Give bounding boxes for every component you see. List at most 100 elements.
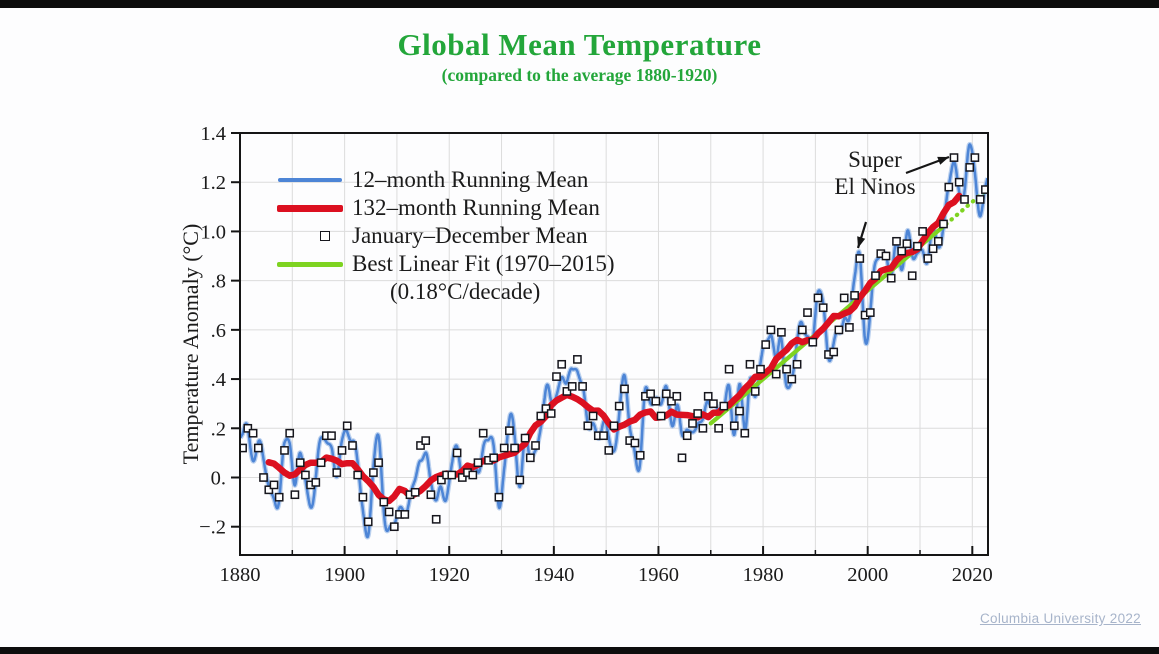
annual-mean-square: [703, 391, 713, 401]
x-tick-label: 2020: [952, 564, 993, 586]
annual-mean-square: [850, 291, 859, 300]
annual-mean-square: [871, 271, 880, 281]
annual-mean-square: [557, 359, 567, 369]
annual-mean-square: [939, 219, 948, 229]
annual-mean-square: [771, 369, 781, 379]
annual-mean-square: [714, 423, 723, 433]
annual-mean-square: [562, 387, 572, 396]
annual-mean-square: [515, 475, 525, 485]
annual-mean-square: [688, 419, 697, 428]
annual-mean-square: [452, 448, 462, 458]
annual-mean-square: [651, 396, 661, 406]
chart-legend: 12–month Running Mean 132–month Running …: [276, 166, 615, 306]
annual-mean-square: [583, 421, 593, 431]
annual-mean-square: [311, 478, 321, 487]
x-tick-label: 1940: [533, 564, 574, 586]
annual-mean-square: [473, 458, 483, 468]
annual-mean-square: [531, 441, 540, 450]
y-tick-label: .8: [211, 271, 226, 293]
annual-mean-square: [792, 359, 802, 369]
annual-mean-square: [672, 391, 682, 401]
annual-mean-square: [677, 453, 687, 463]
green-line-swatch-icon: [277, 261, 343, 267]
annual-mean-square: [855, 254, 865, 263]
x-tick-label: 1880: [220, 564, 261, 586]
annual-mean-square: [766, 325, 776, 335]
y-tick-label: 1.4: [200, 123, 226, 145]
y-tick-label: .6: [211, 320, 226, 342]
red-line-swatch-icon: [277, 204, 343, 212]
annual-mean-square: [280, 446, 289, 455]
legend-row-slope-note: (0.18°C/decade): [276, 278, 615, 306]
annual-mean-square: [839, 293, 849, 303]
annual-mean-square: [426, 490, 436, 500]
annual-mean-square: [787, 374, 797, 384]
y-axis-title: Temperature Anomaly (°C): [178, 223, 203, 465]
legend-row-linear-fit: Best Linear Fit (1970–2015): [276, 250, 615, 278]
plot-border: [239, 132, 989, 556]
annual-mean-square: [285, 428, 295, 438]
annual-mean-square: [886, 273, 896, 283]
annual-mean-square: [750, 387, 760, 396]
legend-swatch-col: [276, 231, 352, 241]
annual-mean-square: [944, 182, 954, 192]
annual-mean-square: [410, 487, 420, 497]
annual-mean-square: [400, 510, 410, 519]
annual-mean-square: [316, 458, 326, 468]
annual-mean-square: [661, 389, 671, 399]
annual-mean-square: [881, 251, 891, 261]
annual-mean-square: [525, 453, 535, 463]
annual-mean-square: [259, 473, 268, 482]
legend-label: 132–month Running Mean: [352, 195, 600, 220]
annual-mean-square: [614, 401, 624, 411]
annual-mean-square: [818, 303, 828, 313]
annual-mean-squares-group: [240, 153, 988, 532]
annual-mean-square: [520, 433, 530, 443]
annual-mean-square: [646, 389, 655, 399]
legend-label: 12–month Running Mean: [352, 167, 589, 192]
annual-mean-square: [240, 443, 247, 453]
y-tick-label: −.2: [199, 517, 226, 539]
legend-row-annual-mean: January–December Mean: [276, 222, 615, 250]
annual-mean-square: [970, 153, 980, 162]
annual-mean-square: [588, 411, 598, 421]
blue-line-swatch-icon: [278, 178, 342, 182]
annual-mean-square: [573, 355, 582, 364]
annual-mean-square: [740, 428, 750, 438]
annual-mean-square: [274, 492, 284, 502]
annual-mean-square: [332, 468, 342, 477]
annual-mean-square: [374, 458, 383, 468]
annual-mean-square: [954, 177, 964, 187]
annual-mean-square: [604, 446, 614, 455]
annual-mean-square: [457, 473, 467, 482]
annual-mean-square: [489, 453, 499, 463]
bottom-letterbox-bar: [0, 647, 1159, 654]
annual-mean-square: [965, 163, 975, 172]
page-title: Global Mean Temperature: [397, 27, 762, 62]
annual-mean-square: [975, 195, 985, 204]
x-tick-label: 2000: [847, 564, 888, 586]
annual-mean-square: [478, 428, 488, 438]
annual-mean-square: [431, 514, 441, 524]
open-square-marker-icon: [320, 231, 330, 241]
annual-mean-square: [761, 340, 771, 349]
x-tick-label: 1920: [429, 564, 470, 586]
legend-swatch-col: [276, 204, 352, 212]
annual-mean-square: [735, 406, 744, 416]
annual-mean-square: [892, 236, 901, 246]
annual-mean-square: [698, 423, 708, 433]
annual-mean-square: [960, 195, 969, 204]
annual-mean-square: [389, 522, 399, 532]
annual-mean-square: [897, 246, 907, 256]
annual-mean-square: [599, 431, 608, 441]
annual-mean-square: [719, 401, 729, 411]
annual-mean-square: [567, 382, 577, 391]
annual-mean-square: [609, 421, 619, 431]
x-tick-label: 1980: [743, 564, 784, 586]
annual-mean-square: [301, 470, 310, 480]
credit-link[interactable]: Columbia University 2022: [979, 611, 1141, 626]
annotation-line2: El Ninos: [834, 174, 916, 199]
annual-mean-square: [578, 382, 587, 391]
super-el-ninos-annotation: Super El Ninos: [805, 146, 945, 200]
